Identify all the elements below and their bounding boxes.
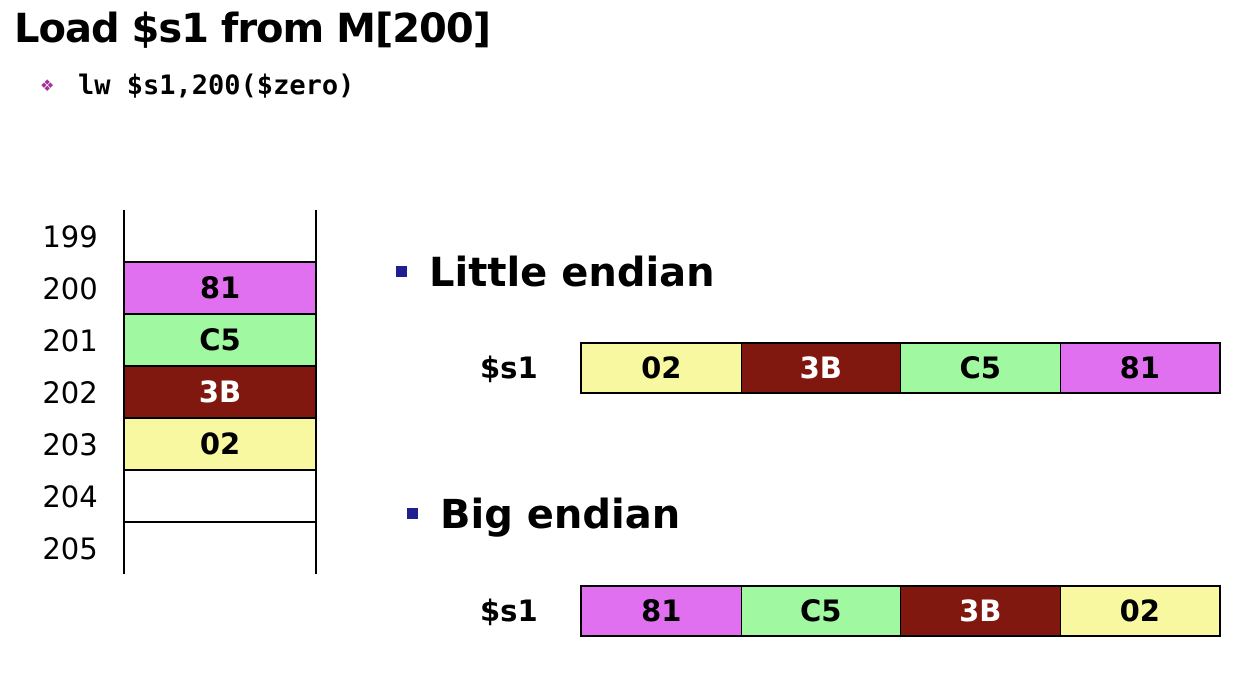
register-byte: C5: [901, 344, 1061, 392]
memory-border-left: [123, 210, 125, 574]
register-byte: 02: [1060, 587, 1221, 635]
memory-cell: 81: [124, 262, 316, 314]
code-text: lw $s1,200($zero): [78, 70, 355, 101]
memory-row: 204: [30, 470, 330, 522]
memory-divider: [123, 313, 317, 315]
memory-divider: [123, 417, 317, 419]
memory-address: 202: [42, 376, 98, 410]
code-line: ❖ lw $s1,200($zero): [40, 70, 354, 101]
register-byte: 81: [582, 587, 742, 635]
memory-divider: [123, 261, 317, 263]
memory-divider: [123, 469, 317, 471]
little-endian-heading: Little endian: [396, 250, 715, 296]
memory-address: 205: [42, 532, 98, 566]
memory-row: 202 3B: [30, 366, 330, 418]
big-endian-heading-text: Big endian: [440, 492, 681, 538]
memory-cell: 3B: [124, 366, 316, 418]
memory-cell: [124, 470, 316, 522]
page-title: Load $s1 from M[200]: [14, 6, 491, 52]
register-byte: 02: [582, 344, 742, 392]
square-bullet-icon: [407, 507, 418, 519]
memory-row: 205: [30, 522, 330, 574]
register-cells: 02 3B C5 81: [580, 342, 1221, 394]
memory-address: 203: [42, 428, 98, 462]
memory-divider: [123, 521, 317, 523]
register-byte: 3B: [901, 587, 1061, 635]
memory-address: 204: [42, 480, 98, 514]
register-byte: C5: [741, 587, 901, 635]
memory-border-right: [315, 210, 317, 574]
memory-cell: 02: [124, 418, 316, 470]
memory-row: 199: [30, 210, 330, 262]
register-label: $s1: [480, 594, 538, 628]
diamond-bullet-icon: ❖: [40, 76, 55, 95]
memory-cell: [124, 210, 316, 262]
memory-divider: [123, 365, 317, 367]
memory-cell: C5: [124, 314, 316, 366]
register-byte: 81: [1060, 344, 1221, 392]
register-byte: 3B: [741, 344, 901, 392]
square-bullet-icon: [396, 265, 407, 277]
memory-row: 203 02: [30, 418, 330, 470]
memory-row: 200 81: [30, 262, 330, 314]
memory-row: 201 C5: [30, 314, 330, 366]
big-endian-heading: Big endian: [407, 492, 680, 538]
memory-address: 199: [42, 220, 98, 254]
memory-address: 201: [42, 324, 98, 358]
little-endian-heading-text: Little endian: [429, 250, 715, 296]
register-cells: 81 C5 3B 02: [580, 585, 1221, 637]
memory-cell: [124, 522, 316, 574]
register-label: $s1: [480, 351, 538, 385]
memory-address: 200: [42, 272, 98, 306]
